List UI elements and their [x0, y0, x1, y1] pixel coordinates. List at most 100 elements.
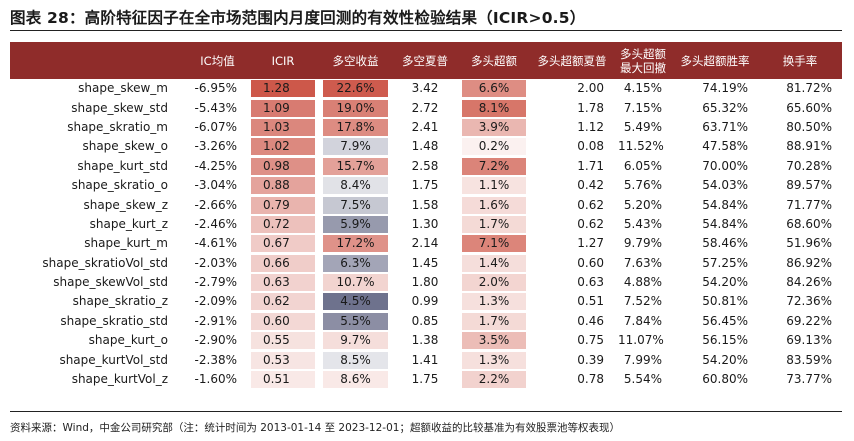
- factor-name-cell: shape_skratioVol_std: [10, 254, 188, 273]
- value-cell: 9.7%: [319, 331, 392, 350]
- value-cell: 54.03%: [672, 176, 758, 195]
- value-cell: 57.25%: [672, 254, 758, 273]
- cell-text: 7.5%: [323, 196, 388, 214]
- value-cell: 1.09: [247, 98, 319, 117]
- value-cell: 1.7%: [458, 312, 530, 331]
- chart-title: 图表 28：高阶特征因子在全市场范围内月度回测的有效性检验结果（ICIR>0.5…: [10, 9, 586, 27]
- value-cell: 2.58: [392, 157, 458, 176]
- cell-text: 17.8%: [323, 118, 388, 136]
- value-cell: 5.49%: [614, 118, 672, 137]
- column-header: IC均值: [188, 42, 247, 79]
- value-cell: 1.38: [392, 331, 458, 350]
- value-cell: 86.92%: [758, 254, 842, 273]
- value-cell: 1.27: [530, 234, 614, 253]
- value-cell: 1.75: [392, 176, 458, 195]
- cell-text: 0.62: [577, 197, 604, 212]
- cell-text: 1.7%: [462, 312, 526, 330]
- value-cell: 5.54%: [614, 370, 672, 389]
- cell-text: 63.71%: [702, 119, 748, 134]
- column-header: 换手率: [758, 42, 842, 79]
- factor-table: IC均值 ICIR 多空收益 多空夏普 多头超额 多头超额夏普 多头超额 最大回撤 多头超额胜率…: [10, 42, 842, 389]
- value-cell: 68.60%: [758, 215, 842, 234]
- value-cell: 65.32%: [672, 98, 758, 117]
- cell-text: 5.76%: [623, 178, 662, 193]
- factor-name-cell: shape_kurt_std: [10, 157, 188, 176]
- cell-text: 65.60%: [786, 100, 832, 115]
- value-cell: 1.48: [392, 137, 458, 156]
- cell-text: 47.58%: [702, 139, 748, 154]
- cell-text: 7.15%: [623, 100, 662, 115]
- value-cell: -2.90%: [188, 331, 247, 350]
- value-cell: 1.7%: [458, 215, 530, 234]
- cell-text: 0.46: [577, 313, 604, 328]
- cell-text: 2.2%: [462, 371, 526, 389]
- cell-text: 83.59%: [786, 352, 832, 367]
- cell-text: 0.66: [251, 254, 315, 272]
- table-row: shape_kurtVol_std -2.38% 0.53 8.5% 1.41 1.3% 0…: [10, 350, 842, 369]
- cell-text: -2.03%: [194, 255, 237, 270]
- column-header: ICIR: [247, 42, 319, 79]
- table-row: shape_skratioVol_std -2.03% 0.66 6.3% 1.45 1.…: [10, 254, 842, 273]
- cell-text: 56.45%: [702, 313, 748, 328]
- cell-text: 5.49%: [623, 119, 662, 134]
- cell-text: 1.48: [411, 139, 439, 154]
- value-cell: 7.9%: [319, 137, 392, 156]
- value-cell: 0.78: [530, 370, 614, 389]
- value-cell: 15.7%: [319, 157, 392, 176]
- title-rule: [10, 30, 842, 31]
- cell-text: 7.9%: [323, 138, 388, 156]
- value-cell: 56.45%: [672, 312, 758, 331]
- cell-text: shape_skratio_z: [72, 294, 168, 309]
- cell-text: 71.77%: [786, 197, 832, 212]
- cell-text: 89.57%: [786, 178, 832, 193]
- cell-text: 1.80: [411, 275, 439, 290]
- value-cell: 7.99%: [614, 350, 672, 369]
- cell-text: shape_kurt_z: [89, 216, 168, 231]
- value-cell: 65.60%: [758, 98, 842, 117]
- value-cell: 69.13%: [758, 331, 842, 350]
- cell-text: 0.53: [251, 351, 315, 369]
- table-row: shape_kurt_z -2.46% 0.72 5.9% 1.30 1.7% 0.62 5.…: [10, 215, 842, 234]
- value-cell: 73.77%: [758, 370, 842, 389]
- value-cell: 1.75: [392, 370, 458, 389]
- value-cell: 84.26%: [758, 273, 842, 292]
- factor-name-cell: shape_skew_z: [10, 195, 188, 214]
- cell-text: 2.0%: [462, 274, 526, 292]
- value-cell: 17.2%: [319, 234, 392, 253]
- value-cell: 3.42: [392, 79, 458, 98]
- value-cell: 6.3%: [319, 254, 392, 273]
- cell-text: shape_skratioVol_std: [42, 255, 168, 270]
- cell-text: 60.80%: [702, 372, 748, 387]
- cell-text: 1.7%: [462, 215, 526, 233]
- cell-text: 0.60: [577, 255, 604, 270]
- value-cell: 0.88: [247, 176, 319, 195]
- cell-text: 70.28%: [786, 158, 832, 173]
- value-cell: 0.60: [530, 254, 614, 273]
- cell-text: 1.45: [411, 255, 439, 270]
- cell-text: shape_kurt_std: [77, 158, 168, 173]
- value-cell: 6.05%: [614, 157, 672, 176]
- value-cell: 1.30: [392, 215, 458, 234]
- value-cell: 7.2%: [458, 157, 530, 176]
- factor-name-cell: shape_skratio_o: [10, 176, 188, 195]
- factor-name-cell: shape_skewVol_std: [10, 273, 188, 292]
- cell-text: 1.30: [411, 216, 439, 231]
- cell-text: 19.0%: [323, 99, 388, 117]
- cell-text: 2.00: [577, 81, 604, 96]
- cell-text: 0.63: [251, 274, 315, 292]
- value-cell: 1.02: [247, 137, 319, 156]
- table-row: shape_skew_m -6.95% 1.28 22.6% 3.42 6.6% 2.00 4…: [10, 79, 842, 98]
- value-cell: -5.43%: [188, 98, 247, 117]
- cell-text: 0.62: [251, 293, 315, 311]
- cell-text: 81.72%: [786, 81, 832, 96]
- value-cell: 4.5%: [319, 292, 392, 311]
- cell-text: 2.41: [411, 119, 439, 134]
- cell-text: 7.63%: [623, 255, 662, 270]
- cell-text: 0.2%: [462, 138, 526, 156]
- cell-text: 54.84%: [702, 216, 748, 231]
- value-cell: 7.15%: [614, 98, 672, 117]
- column-header: 多头超额胜率: [672, 42, 758, 79]
- cell-text: 0.39: [577, 352, 604, 367]
- cell-text: 7.2%: [462, 157, 526, 175]
- value-cell: 80.50%: [758, 118, 842, 137]
